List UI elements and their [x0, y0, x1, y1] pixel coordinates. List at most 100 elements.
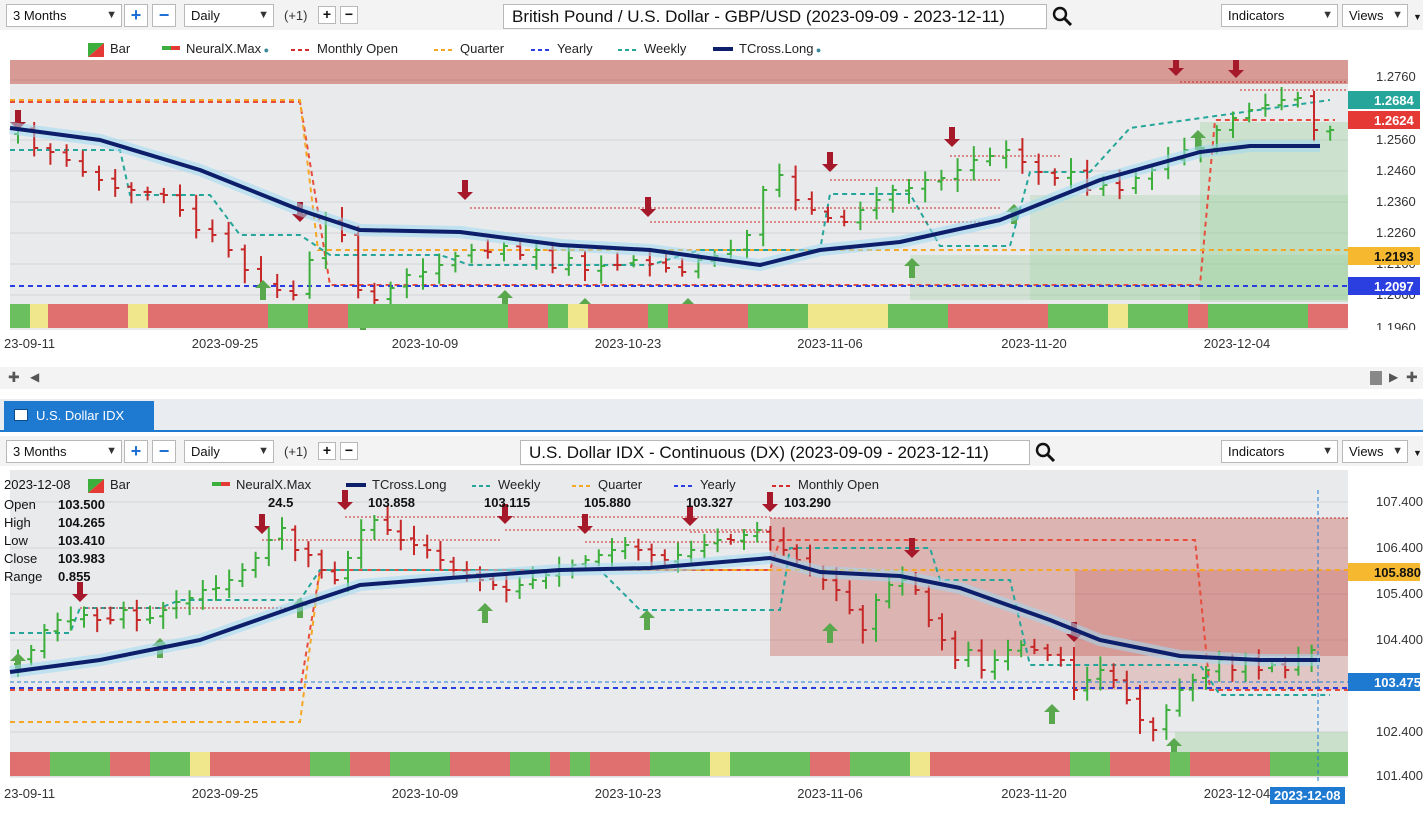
range-select[interactable]: 3 Months ▼ — [6, 4, 122, 27]
legend-tcross[interactable]: TCross.Long — [346, 477, 446, 492]
dashed-line-icon — [618, 48, 638, 51]
legend-quarter[interactable]: Quarter — [434, 41, 504, 56]
info-value: 0.855 — [58, 569, 91, 584]
zoom-out-button[interactable]: − — [152, 440, 176, 463]
usd-index-chart[interactable]: 107.400 106.400 105.400 104.400 102.400 101.4… — [0, 470, 1423, 813]
sell-arrow-icon — [457, 180, 473, 200]
panel-menu-icon[interactable]: ▼ — [1413, 12, 1422, 22]
legend-monthly-open[interactable]: Monthly Open — [291, 41, 398, 56]
indicators-label: Indicators — [1228, 444, 1285, 459]
panel-tab-strip: U.S. Dollar IDX (DX) — [0, 399, 1423, 452]
weekly-value: 103.115 — [484, 495, 531, 510]
neuralx-segment — [310, 752, 350, 776]
buy-arrow-icon — [822, 623, 838, 643]
info-key: High — [4, 515, 31, 530]
neuralx-segment — [1128, 304, 1188, 328]
ohlc-info-box: 2023-12-08 Open 103.500 High 104.265 Low 10… — [4, 477, 184, 587]
views-dropdown[interactable]: Views ▼ — [1342, 440, 1408, 463]
legend-weekly[interactable]: Weekly — [472, 477, 540, 492]
zoom-in-button[interactable]: + — [124, 440, 148, 463]
tcross-line — [9, 126, 1320, 267]
date-tick-label: 2023-12-04 — [1204, 336, 1271, 351]
zoom-out-button[interactable]: − — [152, 4, 176, 27]
date-tick-label: 2023-09-25 — [192, 336, 259, 351]
interval-select[interactable]: Daily ▼ — [184, 4, 274, 27]
dashed-line-icon — [434, 48, 454, 51]
legend-quarter[interactable]: Quarter — [572, 477, 642, 492]
panel-menu-icon[interactable]: ▼ — [1413, 448, 1422, 458]
legend-bar[interactable]: Bar — [88, 477, 130, 493]
interval-select[interactable]: Daily ▼ — [184, 440, 274, 463]
price-tag — [1348, 247, 1420, 265]
crosshair-date-tag: 2023-12-08 — [1270, 787, 1345, 804]
date-tick-label: 2023-12-04 — [1204, 786, 1271, 801]
indicators-dropdown[interactable]: Indicators ▼ — [1221, 4, 1338, 27]
symbol-title[interactable]: British Pound / U.S. Dollar - GBP/USD (2… — [503, 4, 1047, 29]
legend-monthly-open[interactable]: Monthly Open — [772, 477, 879, 492]
legend-label: TCross.Long — [739, 41, 814, 56]
neuralx-segment — [1308, 304, 1328, 328]
legend-tcross[interactable]: TCross.Long ● — [713, 41, 821, 56]
sell-arrow-icon — [577, 514, 593, 534]
scroll-right-icon[interactable]: ▶ — [1389, 370, 1399, 384]
price-tick-label: 101.400 — [1376, 768, 1423, 783]
add-button[interactable]: + — [318, 6, 336, 24]
info-low: Low 103.410 — [4, 533, 105, 548]
add-button[interactable]: + — [318, 442, 336, 460]
neuralx-segment — [190, 752, 210, 776]
dashed-line-icon — [291, 48, 311, 51]
date-tick-label: 2023-09-25 — [192, 786, 259, 801]
sell-arrow-icon — [337, 490, 353, 510]
indicators-dropdown[interactable]: Indicators ▼ — [1221, 440, 1338, 463]
legend-yearly[interactable]: Yearly — [531, 41, 593, 56]
legend-neuralx[interactable]: NeuralX.Max ● — [162, 41, 269, 56]
solid-line-icon — [713, 47, 733, 52]
date-axis — [0, 780, 1423, 806]
legend-neuralx[interactable]: NeuralX.Max — [212, 477, 311, 492]
legend-yearly[interactable]: Yearly — [674, 477, 736, 492]
plus-one-label: (+1) — [284, 444, 308, 459]
chevron-down-icon: ▼ — [258, 445, 269, 457]
info-key: Range — [4, 569, 43, 584]
legend-bar[interactable]: Bar — [88, 41, 130, 57]
remove-button[interactable]: − — [340, 442, 358, 460]
search-icon[interactable] — [1052, 6, 1074, 26]
price-tick-label: 102.400 — [1376, 724, 1423, 739]
info-value: 103.983 — [58, 551, 105, 566]
legend-label: Monthly Open — [798, 477, 879, 492]
symbol-title[interactable]: U.S. Dollar IDX - Continuous (DX) (2023-… — [520, 440, 1030, 465]
move-icon[interactable]: ✚ — [8, 369, 20, 385]
interval-select-label: Daily — [191, 444, 220, 459]
bar-swatch-icon — [88, 478, 104, 493]
price-tick-label: 105.400 — [1376, 586, 1423, 601]
buy-arrow-icon — [904, 258, 920, 278]
scroll-left-icon[interactable]: ◀ — [30, 370, 40, 384]
legend-label: Yearly — [700, 477, 736, 492]
gbpusd-chart[interactable]: 1.27601.25601.24601.23601.22601.21601.20… — [0, 60, 1423, 360]
price-tag-label: 1.2193 — [1374, 249, 1414, 264]
price-tick-label: 1.2560 — [1376, 132, 1416, 147]
top-scrollbar[interactable]: ✚ ◀ ▶ ✚ — [0, 367, 1423, 389]
price-axis — [1348, 60, 1423, 360]
tab-usd-index[interactable]: U.S. Dollar IDX (DX) — [4, 401, 154, 452]
neuralx-segment — [730, 752, 810, 776]
quarter-value: 105.880 — [584, 495, 631, 510]
info-date: 2023-12-08 — [4, 477, 71, 492]
price-tag-label: 103.475 — [1374, 675, 1421, 690]
zoom-in-button[interactable]: + — [124, 4, 148, 27]
range-select[interactable]: 3 Months ▼ — [6, 440, 122, 463]
legend-label: Monthly Open — [317, 41, 398, 56]
sell-arrow-icon — [762, 492, 778, 512]
sell-arrow-icon — [640, 197, 656, 217]
dashed-line-icon — [772, 484, 792, 487]
views-dropdown[interactable]: Views ▼ — [1342, 4, 1408, 27]
date-tick-label: 2023-10-09 — [392, 786, 459, 801]
neuralx-segment — [570, 752, 590, 776]
price-tick-label: 107.400 — [1376, 494, 1423, 509]
search-icon[interactable] — [1035, 442, 1057, 462]
legend-weekly[interactable]: Weekly — [618, 41, 686, 56]
remove-button[interactable]: − — [340, 6, 358, 24]
neuralx-segment — [30, 304, 48, 328]
scroll-thumb[interactable] — [1370, 371, 1382, 385]
move-icon[interactable]: ✚ — [1406, 369, 1418, 385]
